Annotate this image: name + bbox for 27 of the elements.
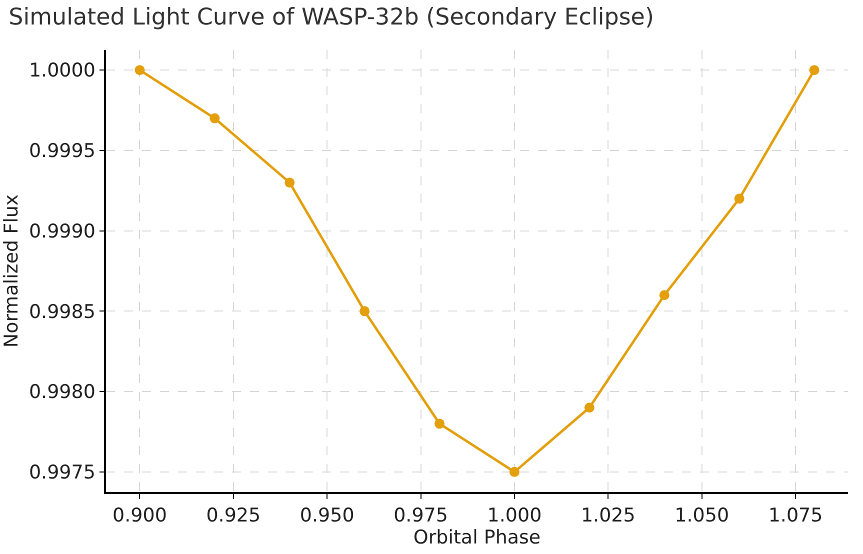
point <box>584 402 594 413</box>
y-tick-label: 0.9980 <box>28 381 96 404</box>
x-tick-label: 1.000 <box>487 504 542 527</box>
x-tick-label: 0.900 <box>112 504 167 527</box>
point <box>809 65 820 76</box>
x-tick-label: 1.075 <box>768 504 823 527</box>
x-tick-label: 0.925 <box>206 504 261 527</box>
chart-title: Simulated Light Curve of WASP-32b (Secondary Eclipse) <box>8 4 654 30</box>
point <box>284 178 295 188</box>
y-tick-label: 0.9975 <box>28 462 96 484</box>
x-tick-label: 0.950 <box>300 504 354 527</box>
x-tick-label: 1.050 <box>674 504 730 527</box>
point <box>134 65 145 76</box>
point <box>434 418 445 429</box>
point <box>360 306 370 316</box>
x-tick-label: 0.975 <box>394 504 448 527</box>
y-axis-title: Normalized Flux <box>0 194 22 348</box>
y-tick-label: 1.0000 <box>28 60 96 82</box>
y-tick-label: 0.9995 <box>28 140 96 162</box>
point <box>734 194 744 204</box>
x-tick-label: 1.025 <box>580 504 636 527</box>
point <box>509 466 520 477</box>
point <box>659 290 670 300</box>
x-axis-title: Orbital Phase <box>413 526 541 549</box>
point <box>210 113 220 124</box>
y-tick-label: 0.9985 <box>28 300 96 323</box>
y-tick-label: 0.9990 <box>28 220 96 242</box>
